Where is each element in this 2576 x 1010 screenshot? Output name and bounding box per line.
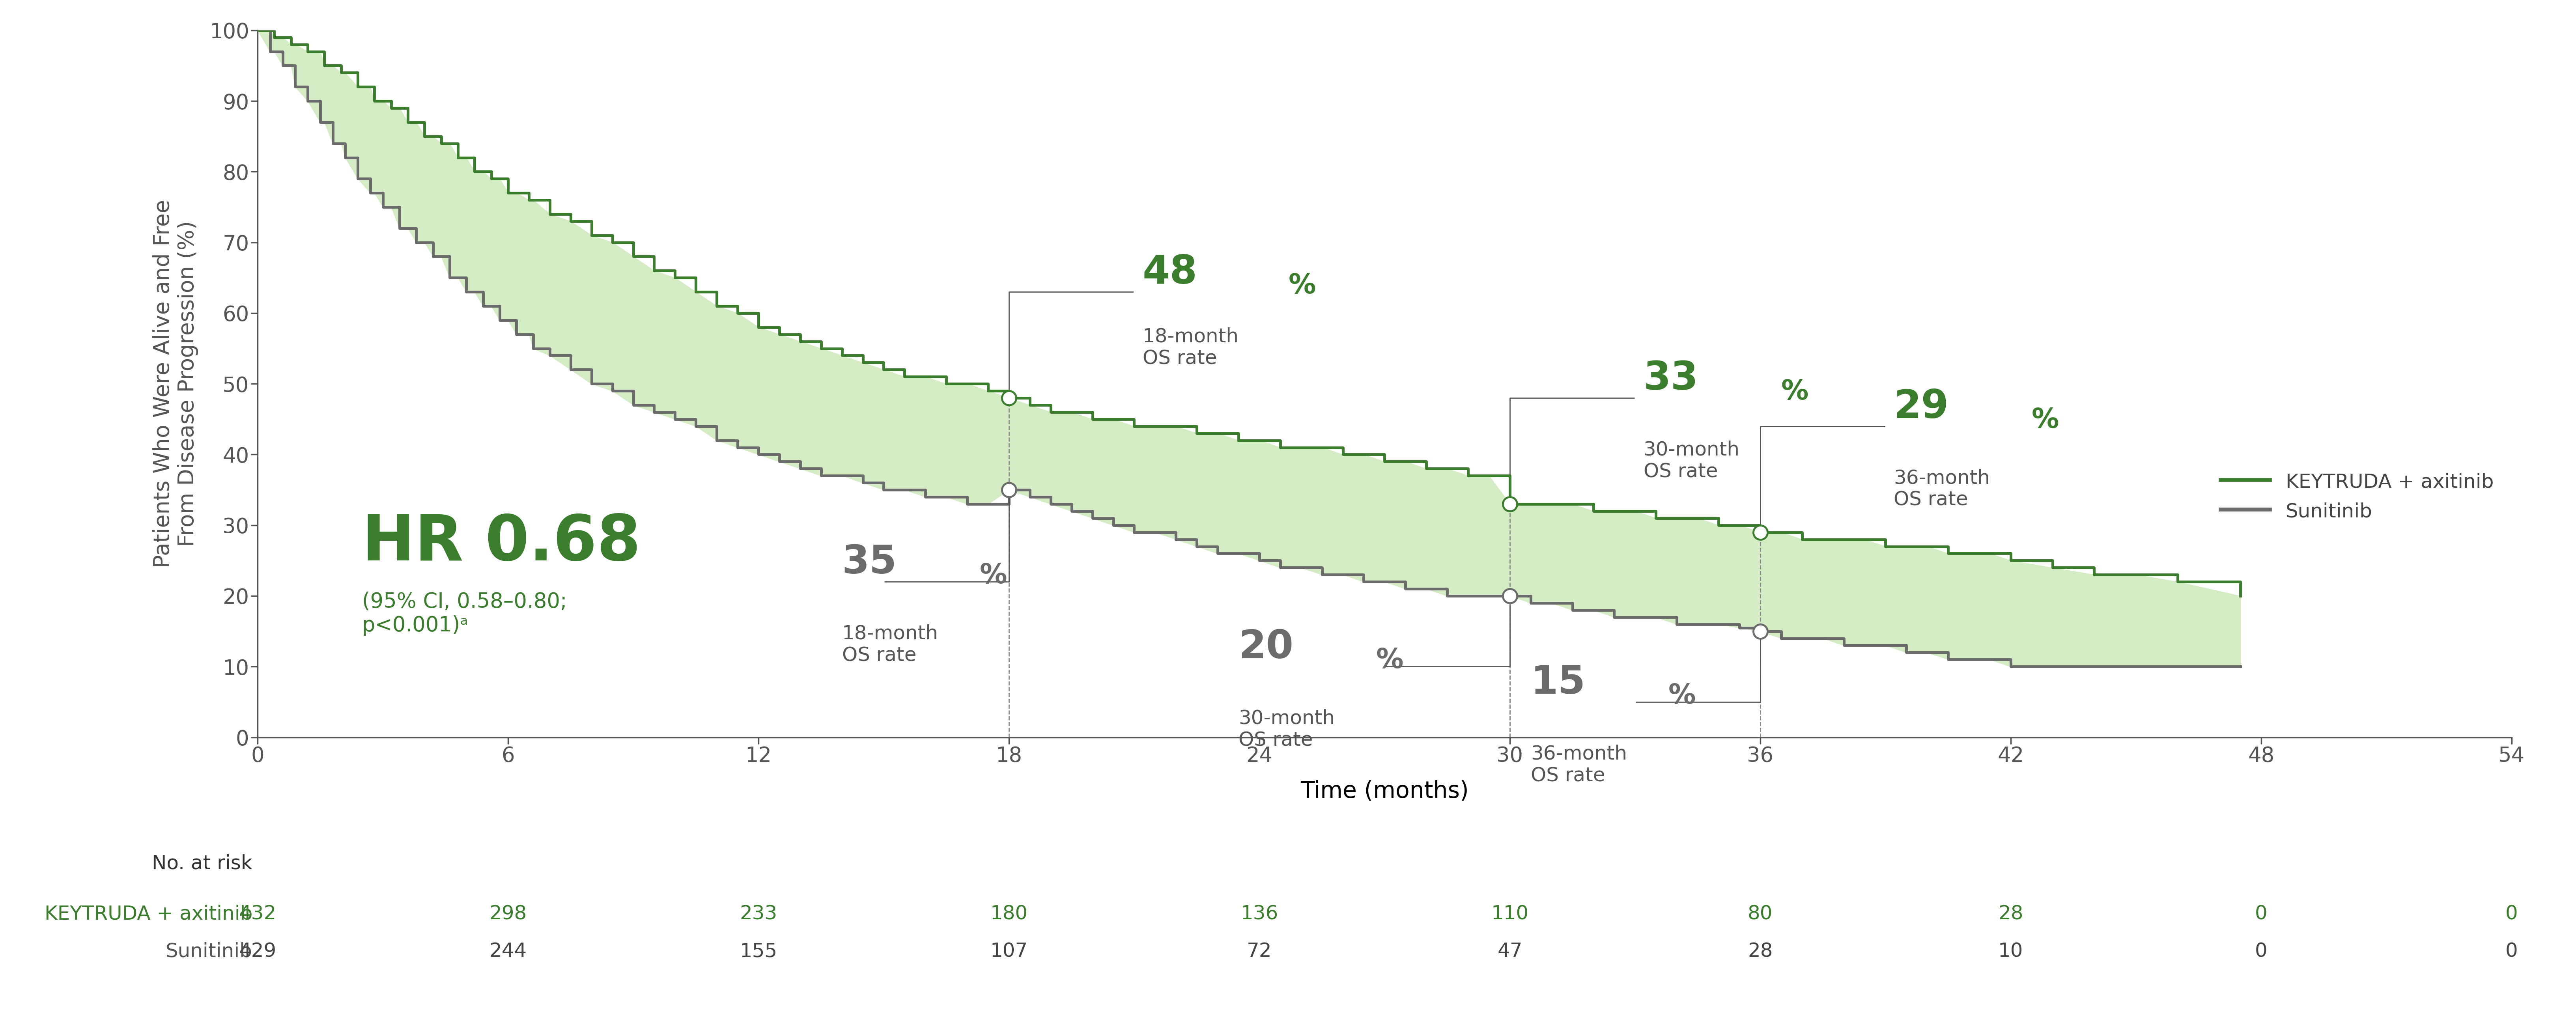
Text: HR 0.68: HR 0.68 (363, 512, 641, 574)
Text: %: % (2032, 407, 2058, 433)
Text: 30-month
OS rate: 30-month OS rate (1643, 440, 1739, 481)
Text: 432: 432 (240, 905, 276, 923)
Text: 15: 15 (1530, 664, 1587, 702)
Text: 30-month
OS rate: 30-month OS rate (1239, 709, 1334, 749)
Text: 29: 29 (1893, 388, 1947, 426)
Text: %: % (1376, 647, 1404, 674)
Text: 429: 429 (240, 942, 276, 961)
Y-axis label: Patients Who Were Alive and Free
From Disease Progression (%): Patients Who Were Alive and Free From Di… (152, 200, 198, 568)
Text: 28: 28 (1747, 942, 1772, 961)
Text: 107: 107 (989, 942, 1028, 961)
Text: 180: 180 (989, 905, 1028, 923)
Text: KEYTRUDA + axitinib: KEYTRUDA + axitinib (44, 905, 252, 923)
Text: 0: 0 (2506, 942, 2517, 961)
Text: 0: 0 (2254, 942, 2267, 961)
Text: 298: 298 (489, 905, 528, 923)
Legend: KEYTRUDA + axitinib, Sunitinib: KEYTRUDA + axitinib, Sunitinib (2213, 465, 2501, 529)
Text: %: % (1288, 273, 1316, 299)
Text: 155: 155 (739, 942, 778, 961)
Text: 110: 110 (1492, 905, 1528, 923)
Text: %: % (979, 563, 1007, 589)
Text: 10: 10 (1999, 942, 2022, 961)
Text: %: % (1669, 683, 1695, 709)
Text: Sunitinib: Sunitinib (165, 942, 252, 961)
Text: No. at risk: No. at risk (152, 854, 252, 873)
Text: 0: 0 (2254, 905, 2267, 923)
Text: 233: 233 (739, 905, 778, 923)
Text: 28: 28 (1999, 905, 2022, 923)
Text: (95% CI, 0.58–0.80;
p<0.001)ᵃ: (95% CI, 0.58–0.80; p<0.001)ᵃ (363, 591, 567, 635)
Text: 35: 35 (842, 543, 896, 582)
Text: 36-month
OS rate: 36-month OS rate (1530, 744, 1628, 785)
Text: 72: 72 (1247, 942, 1273, 961)
Text: 20: 20 (1239, 628, 1293, 667)
X-axis label: Time (months): Time (months) (1301, 780, 1468, 803)
Text: 80: 80 (1747, 905, 1772, 923)
Text: 47: 47 (1497, 942, 1522, 961)
Text: %: % (1780, 379, 1808, 405)
Text: 18-month
OS rate: 18-month OS rate (1144, 327, 1239, 368)
Text: 244: 244 (489, 942, 528, 961)
Text: 48: 48 (1144, 254, 1198, 292)
Text: 36-month
OS rate: 36-month OS rate (1893, 469, 1991, 509)
Text: 33: 33 (1643, 360, 1698, 398)
Text: 0: 0 (2506, 905, 2517, 923)
Text: 18-month
OS rate: 18-month OS rate (842, 624, 938, 665)
Text: 136: 136 (1242, 905, 1278, 923)
